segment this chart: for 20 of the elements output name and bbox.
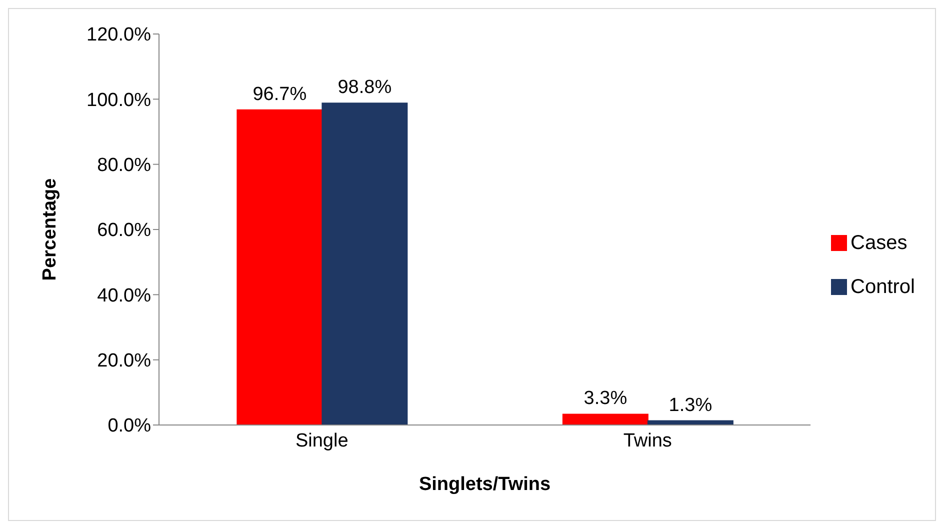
- y-tick-label: 120.0%: [86, 24, 152, 46]
- y-tick-label: 60.0%: [97, 220, 152, 242]
- legend-label: Cases: [850, 232, 908, 254]
- data-label: 1.3%: [668, 394, 712, 416]
- x-tick-label: Single: [295, 430, 348, 452]
- legend-label: Control: [850, 276, 915, 298]
- bar: [322, 102, 408, 425]
- x-axis-title: Singlets/Twins: [418, 474, 551, 495]
- y-tick-label: 100.0%: [86, 90, 152, 111]
- data-label: 98.8%: [338, 77, 392, 98]
- bar: [236, 109, 323, 425]
- y-tick-label: 80.0%: [97, 155, 152, 176]
- y-tick-label: 40.0%: [97, 285, 152, 306]
- y-axis-title: Percentage: [40, 178, 61, 281]
- bar: [562, 414, 648, 425]
- data-label: 3.3%: [584, 388, 628, 410]
- data-label: 96.7%: [252, 84, 307, 105]
- x-tick-label: Twins: [623, 430, 672, 452]
- y-tick-label: 0.0%: [108, 416, 152, 437]
- y-tick-label: 20.0%: [97, 350, 152, 372]
